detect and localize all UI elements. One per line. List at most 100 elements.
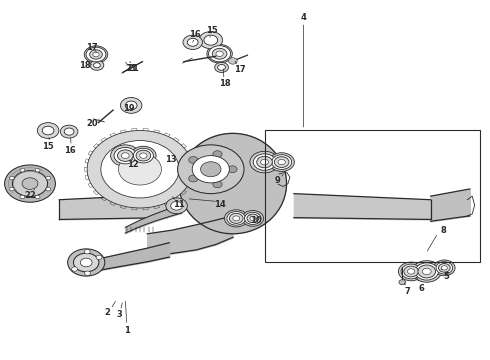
Circle shape — [227, 212, 245, 225]
Circle shape — [177, 145, 244, 194]
Text: 21: 21 — [126, 64, 138, 73]
Circle shape — [439, 264, 450, 272]
Circle shape — [118, 150, 133, 161]
Text: 10: 10 — [250, 216, 262, 225]
Circle shape — [46, 187, 50, 191]
Circle shape — [94, 63, 100, 68]
Circle shape — [199, 32, 222, 49]
Circle shape — [96, 255, 102, 260]
Text: 16: 16 — [64, 146, 76, 155]
Circle shape — [90, 60, 104, 70]
Circle shape — [90, 50, 102, 59]
Circle shape — [133, 148, 153, 163]
Bar — [265, 130, 480, 262]
Circle shape — [119, 153, 161, 185]
Circle shape — [404, 266, 418, 277]
Circle shape — [125, 101, 137, 110]
Circle shape — [85, 271, 91, 275]
Circle shape — [213, 151, 222, 158]
Circle shape — [247, 214, 259, 223]
Circle shape — [399, 280, 406, 285]
Text: 12: 12 — [127, 160, 139, 169]
Circle shape — [218, 64, 225, 70]
Circle shape — [278, 159, 285, 165]
Circle shape — [114, 147, 137, 164]
Circle shape — [200, 162, 221, 177]
Circle shape — [209, 46, 231, 62]
Circle shape — [212, 48, 227, 59]
Circle shape — [229, 213, 243, 224]
Circle shape — [136, 150, 151, 161]
Circle shape — [86, 47, 106, 62]
Text: 1: 1 — [124, 326, 130, 335]
Circle shape — [408, 269, 415, 274]
Circle shape — [87, 131, 193, 208]
Circle shape — [93, 52, 99, 57]
Circle shape — [242, 211, 264, 226]
Text: 15: 15 — [42, 142, 54, 151]
Circle shape — [434, 260, 455, 276]
Circle shape — [4, 165, 55, 202]
Text: 14: 14 — [214, 200, 225, 209]
Text: 18: 18 — [79, 62, 91, 71]
Text: 22: 22 — [24, 190, 36, 199]
Circle shape — [35, 168, 40, 172]
Circle shape — [415, 263, 439, 280]
Circle shape — [253, 154, 276, 170]
Text: 21: 21 — [128, 64, 140, 73]
Circle shape — [233, 216, 240, 221]
Circle shape — [228, 166, 237, 173]
Circle shape — [101, 140, 179, 198]
Circle shape — [84, 249, 90, 254]
Circle shape — [401, 264, 421, 279]
Circle shape — [189, 175, 198, 182]
Circle shape — [441, 266, 447, 270]
Circle shape — [35, 195, 40, 199]
Circle shape — [245, 212, 261, 225]
Text: 7: 7 — [405, 287, 411, 296]
Text: 3: 3 — [116, 310, 122, 319]
Text: 19: 19 — [123, 104, 135, 113]
Text: 17: 17 — [86, 43, 98, 52]
Circle shape — [37, 123, 59, 138]
Circle shape — [228, 58, 237, 64]
Circle shape — [192, 156, 229, 183]
Circle shape — [121, 98, 142, 113]
Circle shape — [12, 171, 48, 197]
Circle shape — [215, 62, 228, 72]
Text: 5: 5 — [443, 271, 449, 280]
Circle shape — [418, 265, 436, 278]
Circle shape — [111, 145, 140, 166]
Ellipse shape — [179, 134, 287, 234]
Circle shape — [131, 146, 156, 165]
Text: 18: 18 — [219, 79, 230, 88]
Circle shape — [42, 126, 54, 135]
Text: 15: 15 — [206, 26, 218, 35]
Circle shape — [74, 253, 99, 272]
Circle shape — [250, 216, 256, 221]
Text: 20: 20 — [87, 119, 98, 128]
Circle shape — [261, 159, 269, 165]
Text: 16: 16 — [189, 30, 201, 39]
Circle shape — [46, 176, 50, 180]
Circle shape — [183, 35, 202, 49]
Text: 11: 11 — [173, 200, 185, 209]
Circle shape — [80, 258, 92, 267]
Circle shape — [20, 195, 25, 199]
Circle shape — [274, 157, 289, 167]
Text: 17: 17 — [234, 65, 245, 74]
Circle shape — [9, 187, 14, 191]
Circle shape — [140, 153, 147, 158]
Text: 4: 4 — [301, 13, 307, 22]
Circle shape — [60, 125, 78, 138]
Circle shape — [269, 153, 294, 171]
Circle shape — [412, 261, 441, 282]
Circle shape — [257, 156, 272, 168]
Circle shape — [204, 35, 218, 45]
Circle shape — [84, 46, 108, 63]
Text: 8: 8 — [440, 226, 446, 235]
Text: 6: 6 — [419, 284, 425, 293]
Circle shape — [9, 176, 14, 180]
Circle shape — [189, 157, 198, 163]
Text: 13: 13 — [165, 155, 176, 164]
